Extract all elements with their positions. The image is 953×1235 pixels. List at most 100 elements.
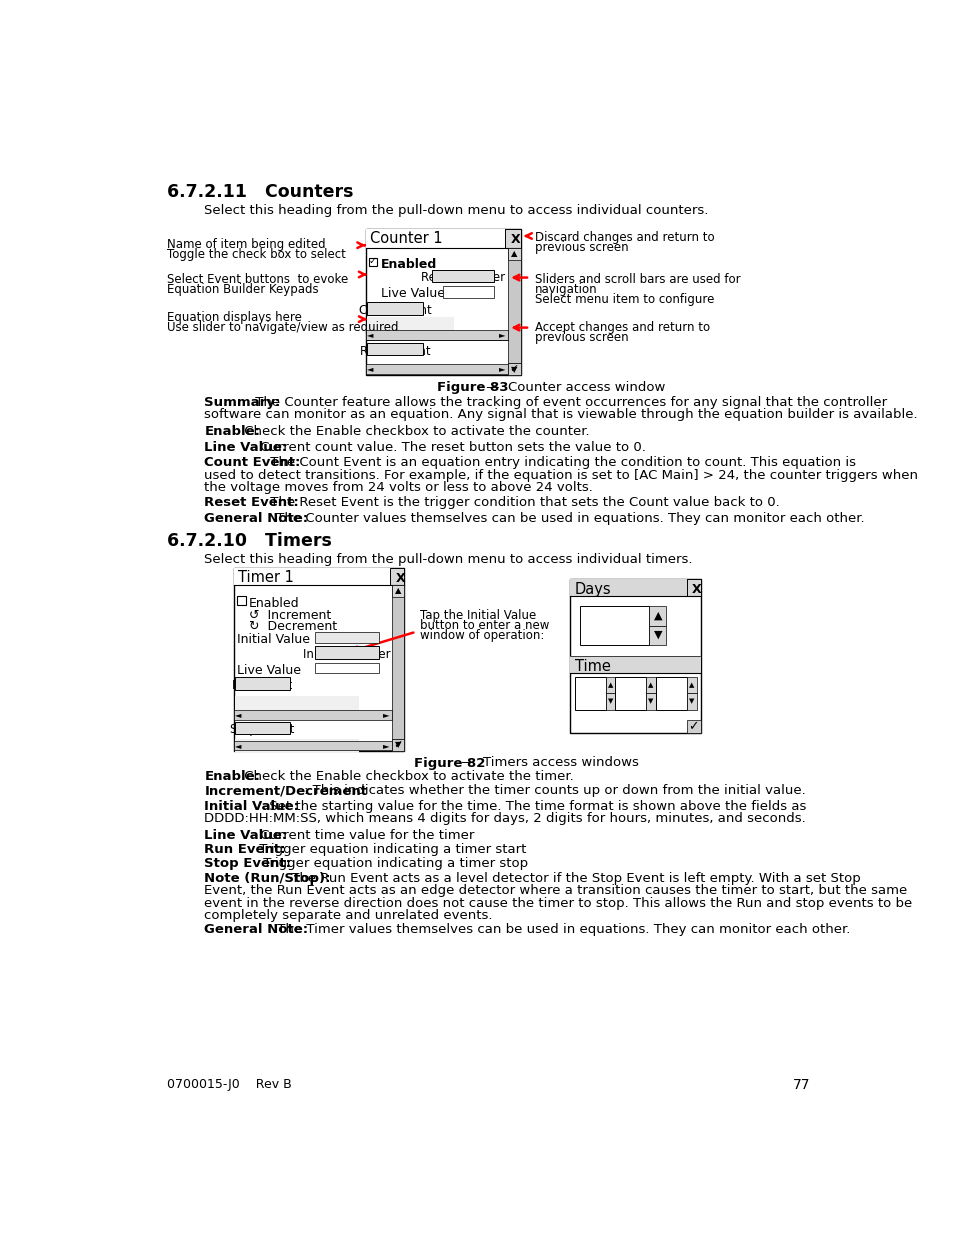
Bar	[365, 228, 520, 375]
Text: Select Event buttons  to evoke: Select Event buttons to evoke	[167, 273, 348, 287]
Text: ▼: ▼	[395, 741, 401, 750]
Bar	[236, 597, 245, 605]
Text: Stop Event: Stop Event	[231, 724, 294, 736]
Bar	[615, 677, 645, 710]
Text: Initialize Timer: Initialize Timer	[303, 648, 391, 661]
Text: Accept changes and return to: Accept changes and return to	[534, 321, 709, 333]
Bar	[315, 646, 378, 658]
Text: ►: ►	[382, 741, 389, 750]
Text: software can monitor as an equation. Any signal that is viewable through the equ: software can monitor as an equation. Any…	[204, 409, 917, 421]
Bar	[645, 693, 656, 710]
Text: ▼: ▼	[607, 698, 613, 704]
Text: 1: 1	[483, 287, 491, 300]
Text: Name of item being edited: Name of item being edited	[167, 238, 326, 251]
Text: ◄: ◄	[235, 741, 242, 750]
Text: Tap the Initial Value: Tap the Initial Value	[419, 609, 536, 621]
Bar	[315, 663, 378, 673]
Text: ◄: ◄	[367, 330, 374, 340]
Text: ✓: ✓	[394, 740, 402, 750]
Text: Enabled: Enabled	[381, 258, 437, 272]
Bar	[369, 258, 377, 266]
Text: 00: 00	[580, 687, 599, 701]
Text: Stop Event:: Stop Event:	[204, 857, 292, 869]
Bar	[575, 677, 605, 710]
Text: Event, the Run Event acts as an edge detector where a transition causes the time: Event, the Run Event acts as an edge det…	[204, 884, 907, 898]
Text: Line Value:: Line Value:	[204, 441, 287, 453]
Text: window of operation:: window of operation:	[419, 629, 544, 642]
Bar	[443, 287, 493, 298]
Bar	[686, 720, 700, 734]
Text: Live Value: Live Value	[381, 287, 445, 300]
Bar	[392, 739, 404, 751]
Bar	[233, 741, 392, 751]
Text: Trigger equation indicating a timer stop: Trigger equation indicating a timer stop	[258, 857, 527, 869]
Text: Select this heading from the pull-down menu to access individual timers.: Select this heading from the pull-down m…	[204, 553, 692, 566]
Bar	[235, 721, 290, 734]
Text: ↻  Decrement: ↻ Decrement	[249, 620, 336, 634]
Text: ▼: ▼	[653, 630, 661, 640]
Text: ▲: ▲	[653, 610, 661, 621]
Bar	[390, 568, 404, 585]
Text: Time: Time	[575, 659, 610, 674]
Text: - - -: - - -	[356, 664, 375, 674]
Text: Line Value:: Line Value:	[204, 829, 287, 842]
Text: ✓: ✓	[368, 257, 376, 267]
Text: Enable:: Enable:	[204, 771, 260, 783]
Bar	[570, 579, 686, 597]
Text: ✓: ✓	[687, 720, 698, 732]
Bar	[365, 364, 508, 374]
Bar	[315, 632, 378, 642]
Text: event in the reverse direction does not cause the timer to stop. This allows the: event in the reverse direction does not …	[204, 897, 912, 910]
Bar	[649, 606, 666, 626]
Bar	[686, 693, 696, 710]
Bar	[649, 626, 666, 645]
Text: ►: ►	[498, 364, 505, 373]
Text: The Counter feature allows the tracking of event occurrences for any signal that: The Counter feature allows the tracking …	[251, 396, 886, 409]
Text: General Note:: General Note:	[204, 511, 309, 525]
Text: The Run Event acts as a level detector if the Stop Event is left empty. With a s: The Run Event acts as a level detector i…	[287, 872, 861, 885]
Text: 0700015-J0    Rev B: 0700015-J0 Rev B	[167, 1078, 292, 1091]
Bar	[235, 677, 290, 689]
Text: Figure 83: Figure 83	[436, 380, 508, 394]
Text: ▼: ▼	[688, 698, 693, 704]
Text: Count Event:: Count Event:	[204, 456, 300, 469]
Text: used to detect transitions. For example, if the equation is set to [AC Main] > 2: used to detect transitions. For example,…	[204, 468, 918, 482]
Text: 00: 00	[660, 687, 679, 701]
Text: Count Event: Count Event	[358, 304, 431, 316]
Bar	[233, 568, 390, 585]
Text: X: X	[510, 233, 519, 246]
Text: X: X	[395, 572, 405, 584]
Bar	[570, 656, 700, 673]
Text: Run Event: Run Event	[233, 679, 293, 692]
Bar	[367, 317, 454, 337]
Bar	[392, 585, 404, 597]
Text: navigation: navigation	[534, 283, 597, 296]
Text: Use slider to navigate/view as required: Use slider to navigate/view as required	[167, 321, 398, 335]
Bar	[645, 677, 656, 693]
Bar	[508, 363, 520, 375]
Text: X: X	[691, 583, 700, 597]
Text: Summary:: Summary:	[204, 396, 280, 409]
Bar	[570, 579, 700, 734]
Bar	[365, 330, 508, 340]
Text: Trigger equation indicating a timer start: Trigger equation indicating a timer star…	[254, 842, 526, 856]
Bar	[686, 579, 700, 597]
Text: ▲: ▲	[688, 682, 693, 688]
Text: Figure 82: Figure 82	[414, 757, 485, 769]
Text: Select menu item to configure: Select menu item to configure	[534, 293, 713, 306]
Bar	[508, 247, 520, 259]
Text: The Counter values themselves can be used in equations. They can monitor each ot: The Counter values themselves can be use…	[272, 511, 863, 525]
Text: previous screen: previous screen	[534, 331, 628, 343]
Text: Sliders and scroll bars are used for: Sliders and scroll bars are used for	[534, 273, 740, 287]
Text: ▼: ▼	[511, 364, 517, 374]
Text: 6.7.2.10   Timers: 6.7.2.10 Timers	[167, 532, 332, 551]
Text: Enabled: Enabled	[249, 597, 299, 610]
Text: DDDD:HH:MM:SS, which means 4 digits for days, 2 digits for hours, minutes, and s: DDDD:HH:MM:SS, which means 4 digits for …	[204, 811, 805, 825]
Bar	[579, 606, 649, 645]
Text: ↺  Increment: ↺ Increment	[249, 609, 331, 622]
Text: Set the starting value for the time. The time format is shown above the fields a: Set the starting value for the time. The…	[265, 799, 805, 813]
Text: Reset Counter: Reset Counter	[420, 272, 504, 284]
Text: ✓: ✓	[509, 364, 518, 374]
Text: Live Value: Live Value	[236, 664, 301, 677]
Text: the voltage moves from 24 volts or less to above 24 volts.: the voltage moves from 24 volts or less …	[204, 480, 593, 494]
